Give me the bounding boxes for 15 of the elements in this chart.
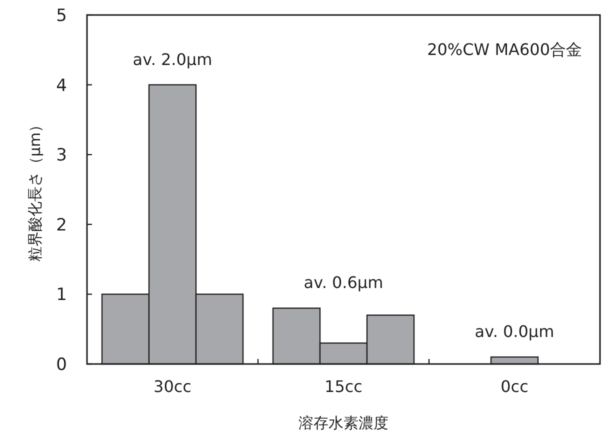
y-tick-label: 4 [56,76,67,96]
y-tick-label: 0 [56,355,67,375]
y-tick-label: 5 [56,6,67,26]
x-tick-label: 0cc [500,377,528,396]
x-axis-title: 溶存水素濃度 [298,414,388,432]
y-tick-label: 3 [56,146,67,166]
annotation: 20%CW MA600合金 [427,40,582,59]
y-tick-label: 1 [56,285,67,306]
y-tick-label: 2 [56,215,67,236]
x-tick-label: 30cc [154,377,192,396]
y-axis-title: 粒界酸化長さ（μm） [26,117,44,262]
annotation: av. 0.0μm [474,322,554,342]
annotation: av. 0.6μm [304,273,384,292]
annotation: av. 2.0μm [132,50,212,69]
x-tick-label: 15cc [324,377,362,396]
